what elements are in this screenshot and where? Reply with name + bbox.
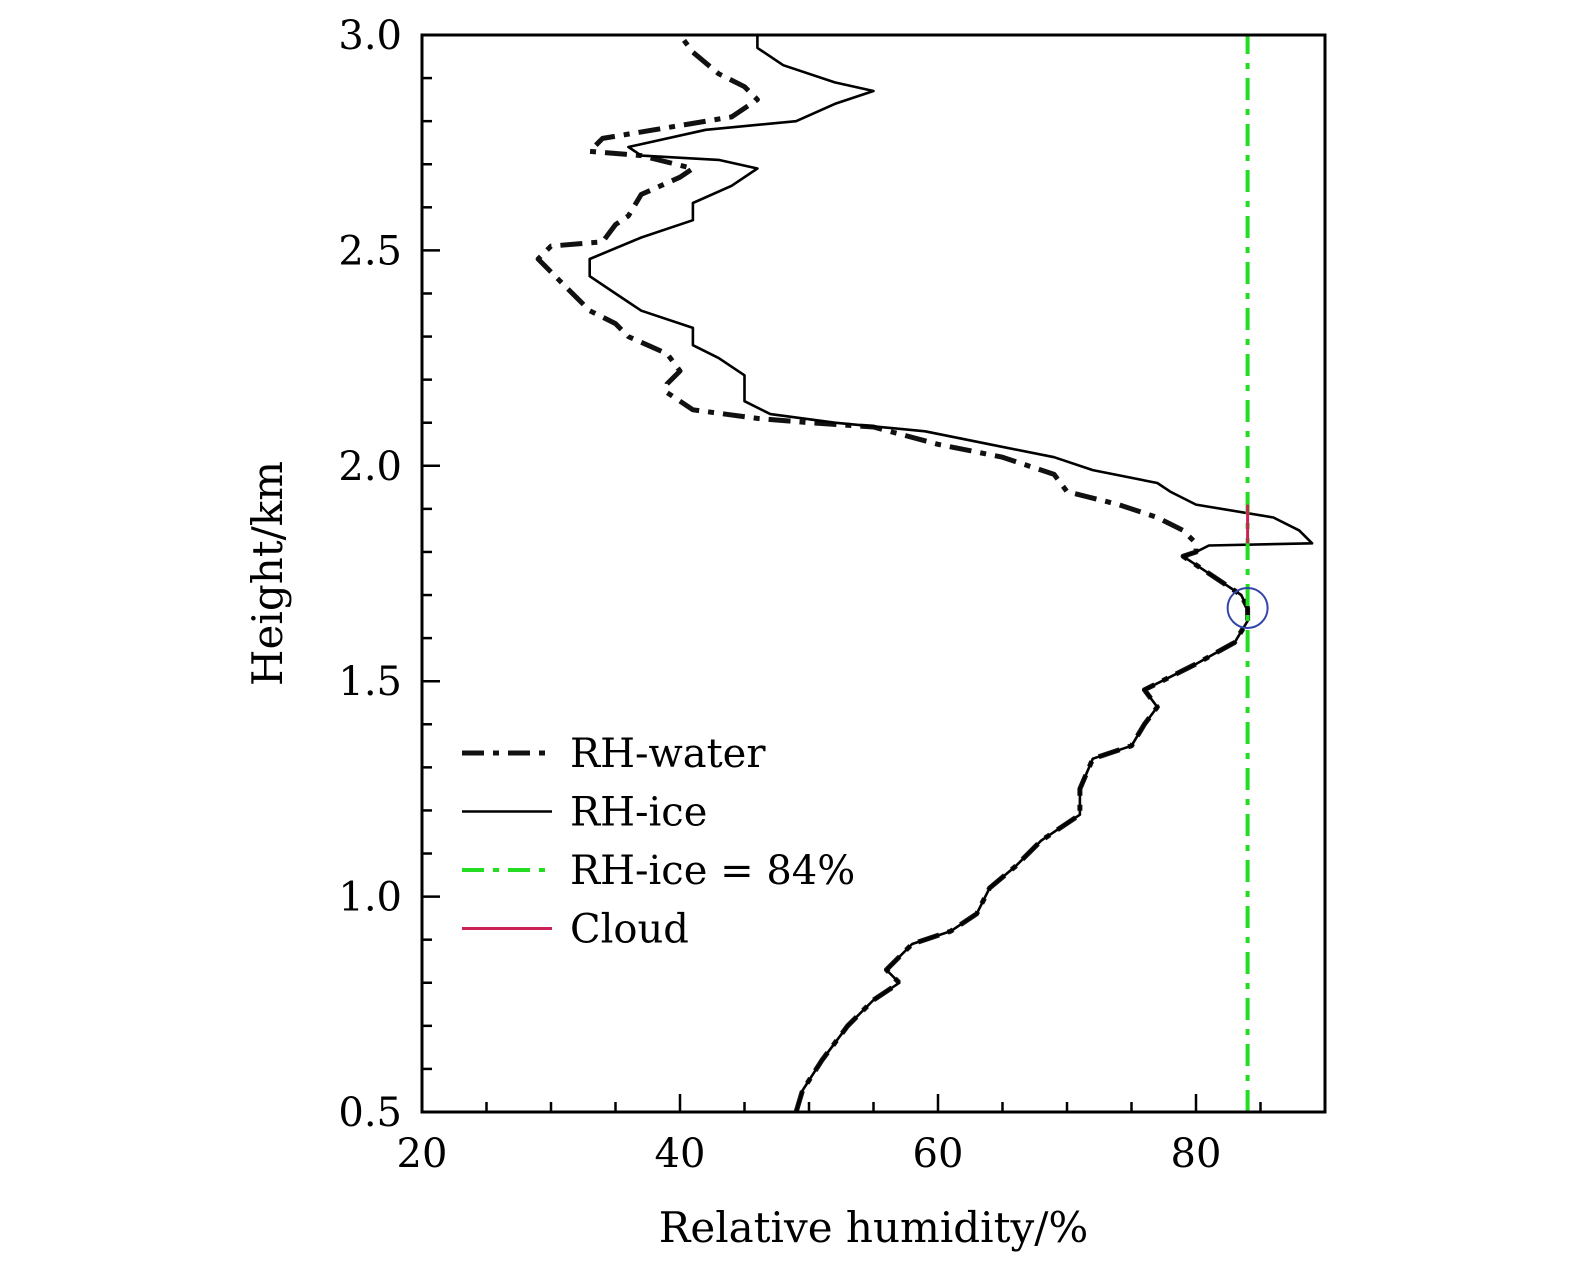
y-tick-label: 1.0: [338, 875, 402, 921]
legend-label-1: RH-water: [570, 731, 766, 777]
plot-frame: [420, 33, 1327, 1114]
y-tick-label: 2.0: [338, 444, 402, 490]
x-tick-label: 80: [1171, 1131, 1222, 1177]
legend-label-4: Cloud: [570, 907, 689, 953]
x-tick-label: 20: [397, 1131, 448, 1177]
series-line-1: [535, 33, 1251, 1113]
x-tick-label: 60: [913, 1131, 964, 1177]
y-tick-label: 3.0: [338, 13, 402, 59]
y-axis-label: Height/km: [243, 461, 292, 686]
y-tick-label: 2.5: [338, 228, 402, 274]
y-tick-label: 0.5: [338, 1090, 402, 1136]
x-tick-label: 40: [655, 1131, 706, 1177]
legend: RH-water RH-ice RH-ice = 84% Cloud: [462, 731, 855, 953]
legend-label-3: RH-ice = 84%: [570, 848, 855, 894]
axis-ticks: 20 40 60 80 0.5 1.0 1.5 2.0 2.5 3.0: [338, 13, 1327, 1177]
x-axis-label: Relative humidity/%: [659, 1203, 1089, 1252]
y-tick-label: 1.5: [338, 659, 402, 705]
series-line-2: [588, 35, 1314, 1113]
legend-label-2: RH-ice: [570, 790, 707, 836]
annotation-circle: [1226, 586, 1269, 629]
plot-area: [535, 33, 1314, 1113]
